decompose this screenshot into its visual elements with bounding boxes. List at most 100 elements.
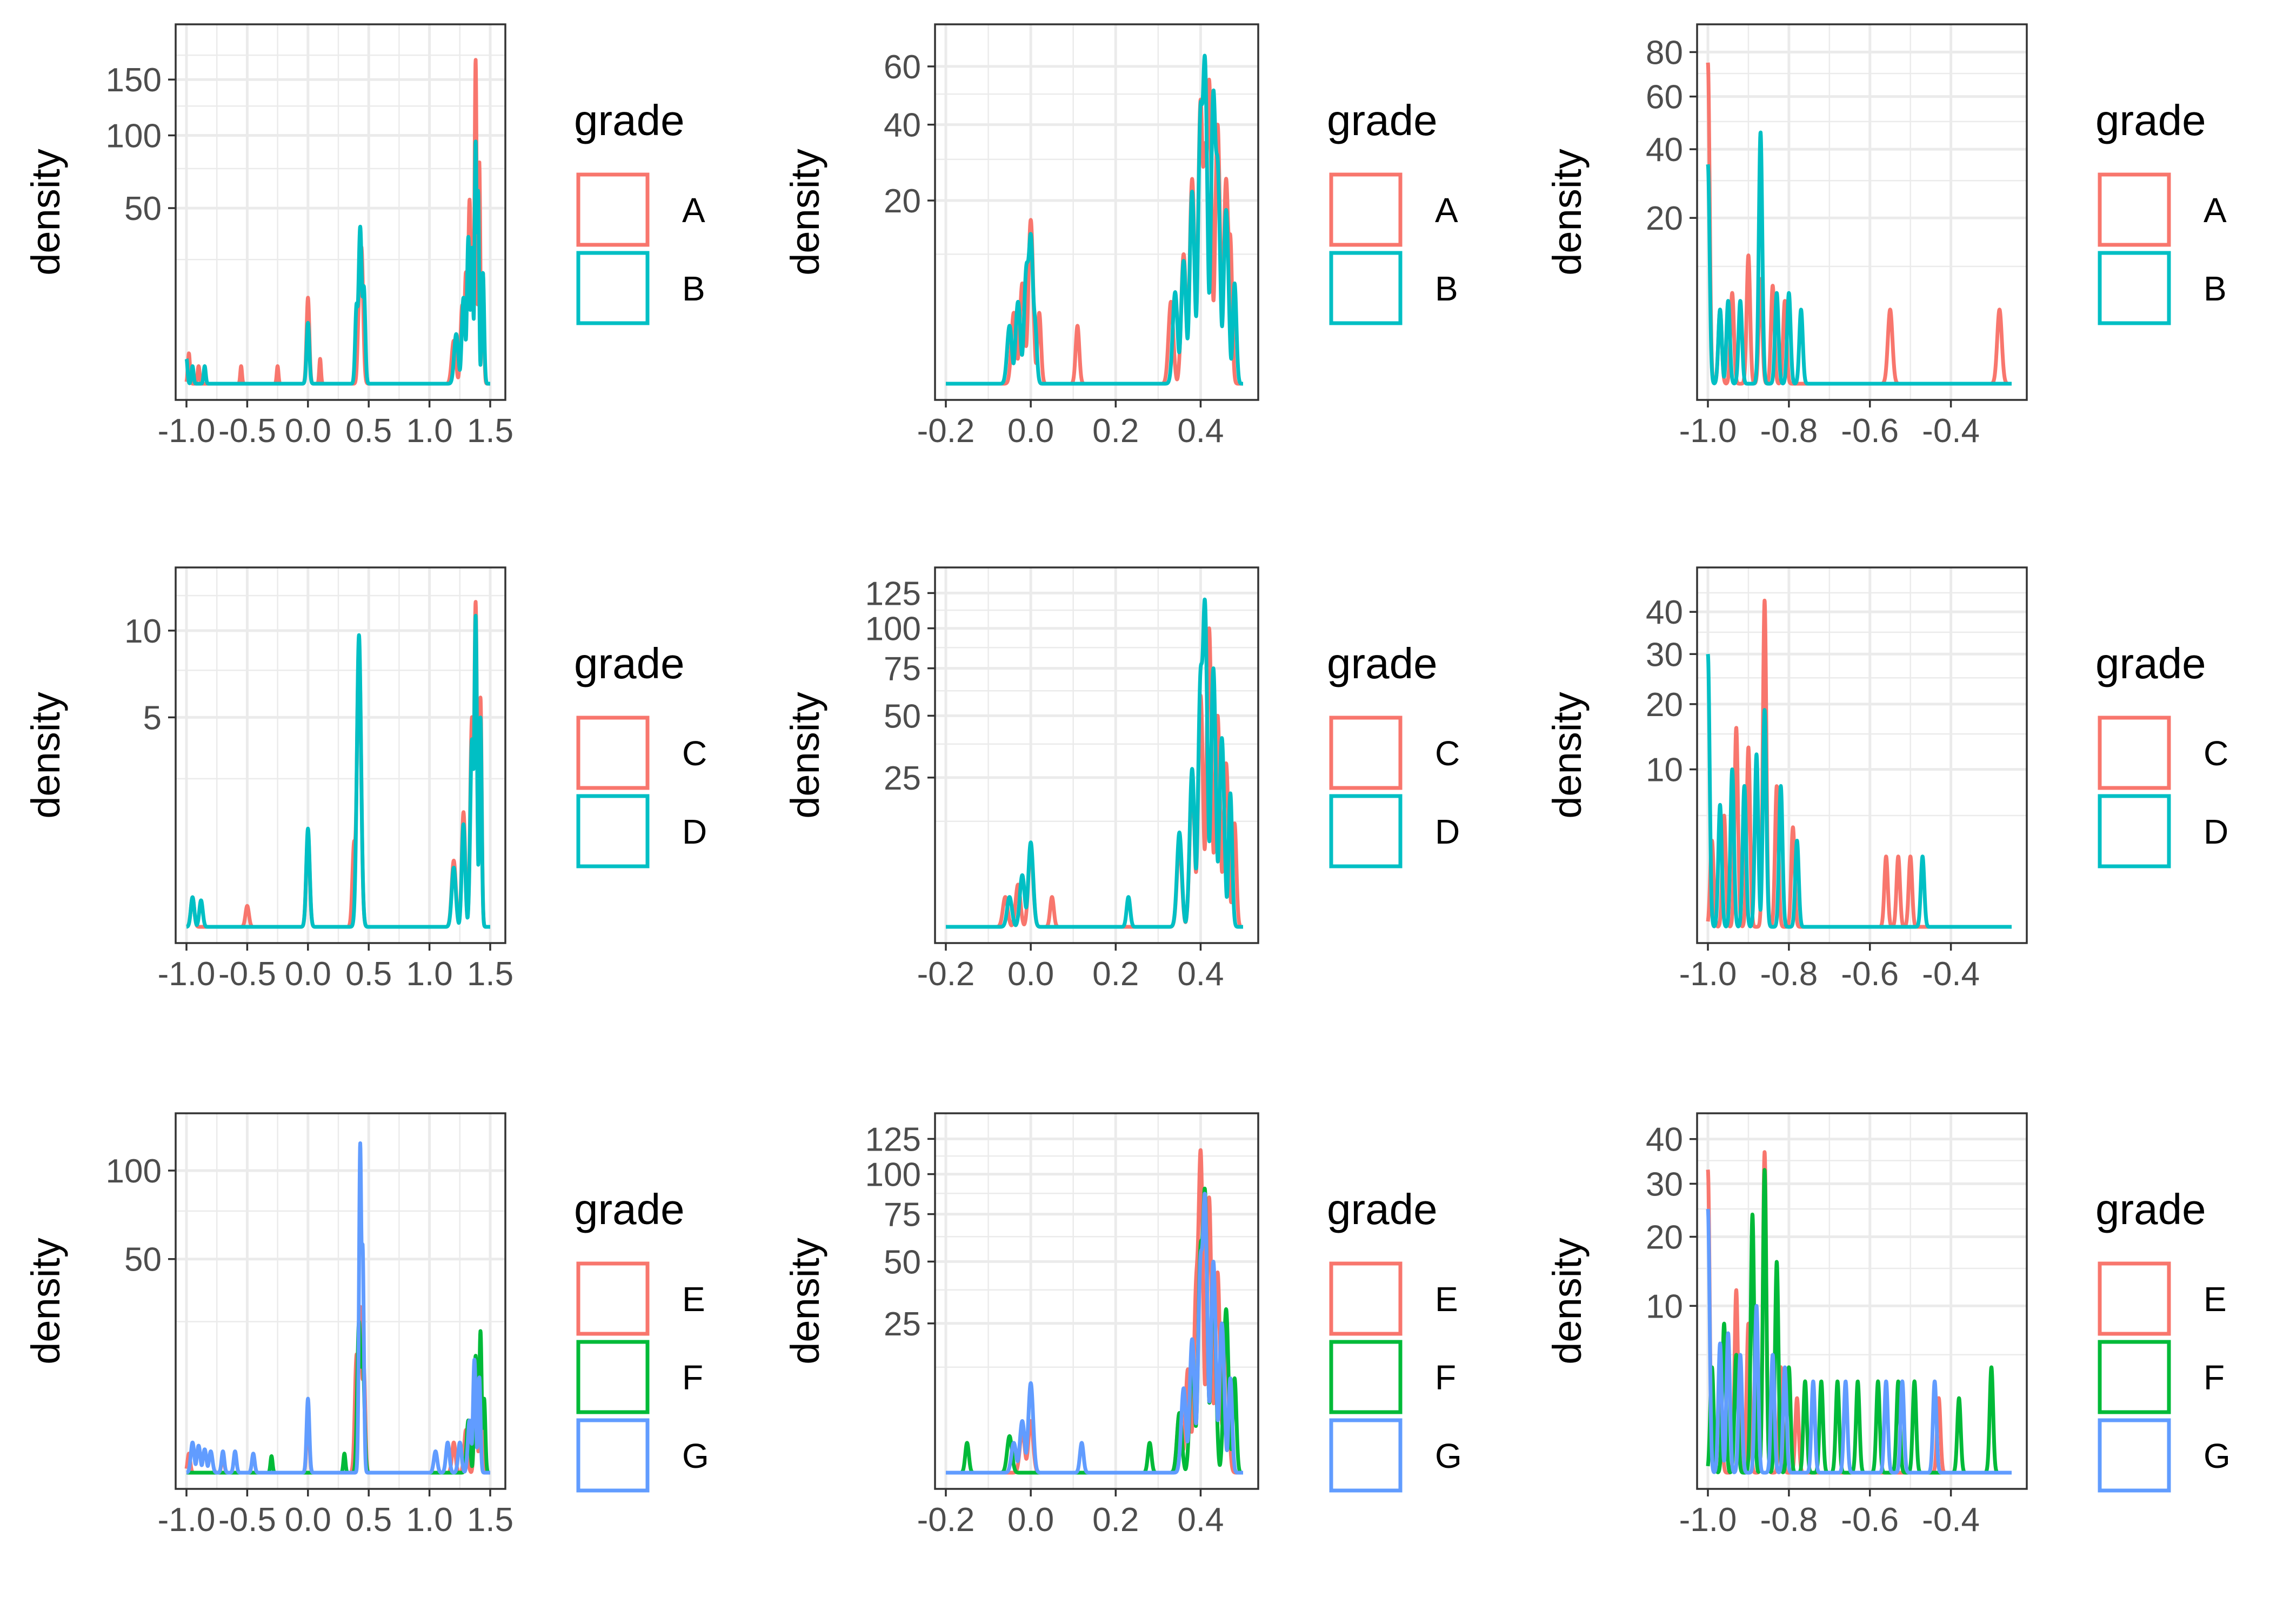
panel-border (1696, 566, 2028, 944)
legend-label-A: A (682, 191, 705, 230)
y-axis-title: density (23, 692, 68, 818)
x-tick-label: -0.6 (1841, 412, 1899, 450)
legend-label-E: E (682, 1280, 705, 1319)
y-tick-label: 60 (884, 49, 921, 86)
x-tick-label: -0.6 (1841, 1501, 1899, 1539)
y-tick-label: 125 (865, 575, 921, 612)
panel-border (934, 566, 1259, 944)
y-tick-label: 125 (865, 1121, 921, 1158)
x-tick-label: -0.6 (1841, 955, 1899, 993)
legend-key-G (2098, 1418, 2171, 1493)
legend-label-C: C (1435, 734, 1460, 773)
x-tick-label: -0.5 (218, 955, 276, 993)
panel-4: -1.0 -0.5 0.0 0.5 1.0 1.5 5 10 density grade CD (23, 566, 707, 993)
panel-9: -1.0 -0.8 -0.6 -0.4 10 20 30 40 density grade EFG (1545, 1112, 2231, 1539)
legend-label-A: A (2204, 191, 2227, 230)
x-tick-label: 1.5 (467, 1501, 513, 1539)
density-line-B (184, 139, 492, 386)
x-tick-label: 0.5 (345, 955, 392, 993)
panel-border (175, 23, 506, 401)
density-line-D (184, 613, 492, 929)
y-tick-label: 50 (124, 1241, 162, 1279)
y-tick-label: 10 (124, 613, 162, 650)
panel-2: -0.2 0.0 0.2 0.4 20 40 60 density grade AB (783, 23, 1458, 450)
y-axis-title: density (783, 1238, 827, 1364)
y-tick-label: 100 (865, 1157, 921, 1194)
legend-key-A (2098, 172, 2171, 247)
legend-key-C (1329, 716, 1403, 790)
legend-key-F (2098, 1340, 2171, 1414)
x-tick-label: 0.0 (1007, 1501, 1054, 1539)
panel-border (934, 23, 1259, 401)
x-tick-label: 0.5 (345, 1501, 392, 1539)
y-tick-label: 100 (106, 1153, 162, 1190)
legend-key-F (576, 1340, 650, 1414)
legend-key-B (576, 251, 650, 325)
x-tick-label: -0.4 (1922, 955, 1980, 993)
density-line-F (1706, 1168, 2014, 1475)
y-tick-label: 50 (124, 190, 162, 228)
legend: grade AB (574, 96, 705, 325)
legend-label-C: C (2204, 734, 2228, 773)
x-tick-label: 1.0 (406, 412, 452, 450)
legend: grade EFG (2095, 1185, 2231, 1493)
x-tick-label: -0.8 (1760, 955, 1818, 993)
density-line-D (944, 597, 1245, 929)
legend-label-F: F (682, 1358, 703, 1397)
x-tick-label: 0.0 (285, 955, 331, 993)
y-tick-label: 10 (1646, 752, 1683, 789)
legend: grade CD (2095, 639, 2228, 868)
y-tick-label: 75 (884, 651, 921, 688)
y-axis-title: density (783, 692, 827, 818)
panel-3: -1.0 -0.8 -0.6 -0.4 20 40 60 80 density grade AB (1545, 23, 2227, 450)
y-tick-label: 80 (1646, 34, 1683, 71)
legend-label-A: A (1435, 191, 1458, 230)
y-tick-label: 100 (865, 611, 921, 648)
legend-key-A (1329, 172, 1403, 247)
x-tick-label: -0.8 (1760, 1501, 1818, 1539)
x-tick-label: -1.0 (1679, 955, 1737, 993)
x-tick-label: 0.0 (1007, 955, 1054, 993)
legend-label-B: B (2204, 269, 2227, 308)
legend-label-D: D (1435, 812, 1460, 851)
legend-title: grade (2095, 96, 2206, 144)
x-tick-label: -0.5 (218, 412, 276, 450)
y-tick-label: 40 (1646, 1121, 1683, 1159)
panel-border (1696, 23, 2028, 401)
legend-title: grade (1327, 1185, 1438, 1233)
density-line-G (944, 1192, 1245, 1475)
legend-key-C (2098, 716, 2171, 790)
legend-title: grade (1327, 96, 1438, 144)
x-tick-label: 0.4 (1177, 1501, 1224, 1539)
y-tick-label: 50 (884, 698, 921, 735)
panel-1: -1.0 -0.5 0.0 0.5 1.0 1.5 50 100 150 density grade… (23, 23, 705, 450)
legend-key-G (576, 1418, 650, 1493)
density-line-B (1706, 130, 2014, 386)
legend-key-C (576, 716, 650, 790)
legend: grade CD (1327, 639, 1460, 868)
x-tick-label: 0.0 (285, 412, 331, 450)
x-tick-label: 1.0 (406, 955, 452, 993)
y-tick-label: 40 (1646, 131, 1683, 169)
y-tick-label: 150 (106, 62, 162, 99)
panel-7: -1.0 -0.5 0.0 0.5 1.0 1.5 50 100 density grade EFG (23, 1112, 709, 1539)
y-tick-label: 25 (884, 1306, 921, 1343)
y-axis-title: density (1545, 1238, 1590, 1364)
y-axis-title: density (23, 149, 68, 275)
panel-border (1696, 1112, 2028, 1490)
legend-label-D: D (682, 812, 707, 851)
y-tick-label: 100 (106, 117, 162, 155)
legend: grade AB (2095, 96, 2227, 325)
x-tick-label: -1.0 (158, 955, 216, 993)
x-tick-label: 0.4 (1177, 955, 1224, 993)
y-tick-label: 5 (143, 699, 162, 737)
panel-border (934, 1112, 1259, 1490)
legend-key-G (1329, 1418, 1403, 1493)
legend: grade EFG (1327, 1185, 1462, 1493)
x-tick-label: 1.0 (406, 1501, 452, 1539)
legend-key-D (1329, 794, 1403, 868)
legend-key-B (2098, 251, 2171, 325)
